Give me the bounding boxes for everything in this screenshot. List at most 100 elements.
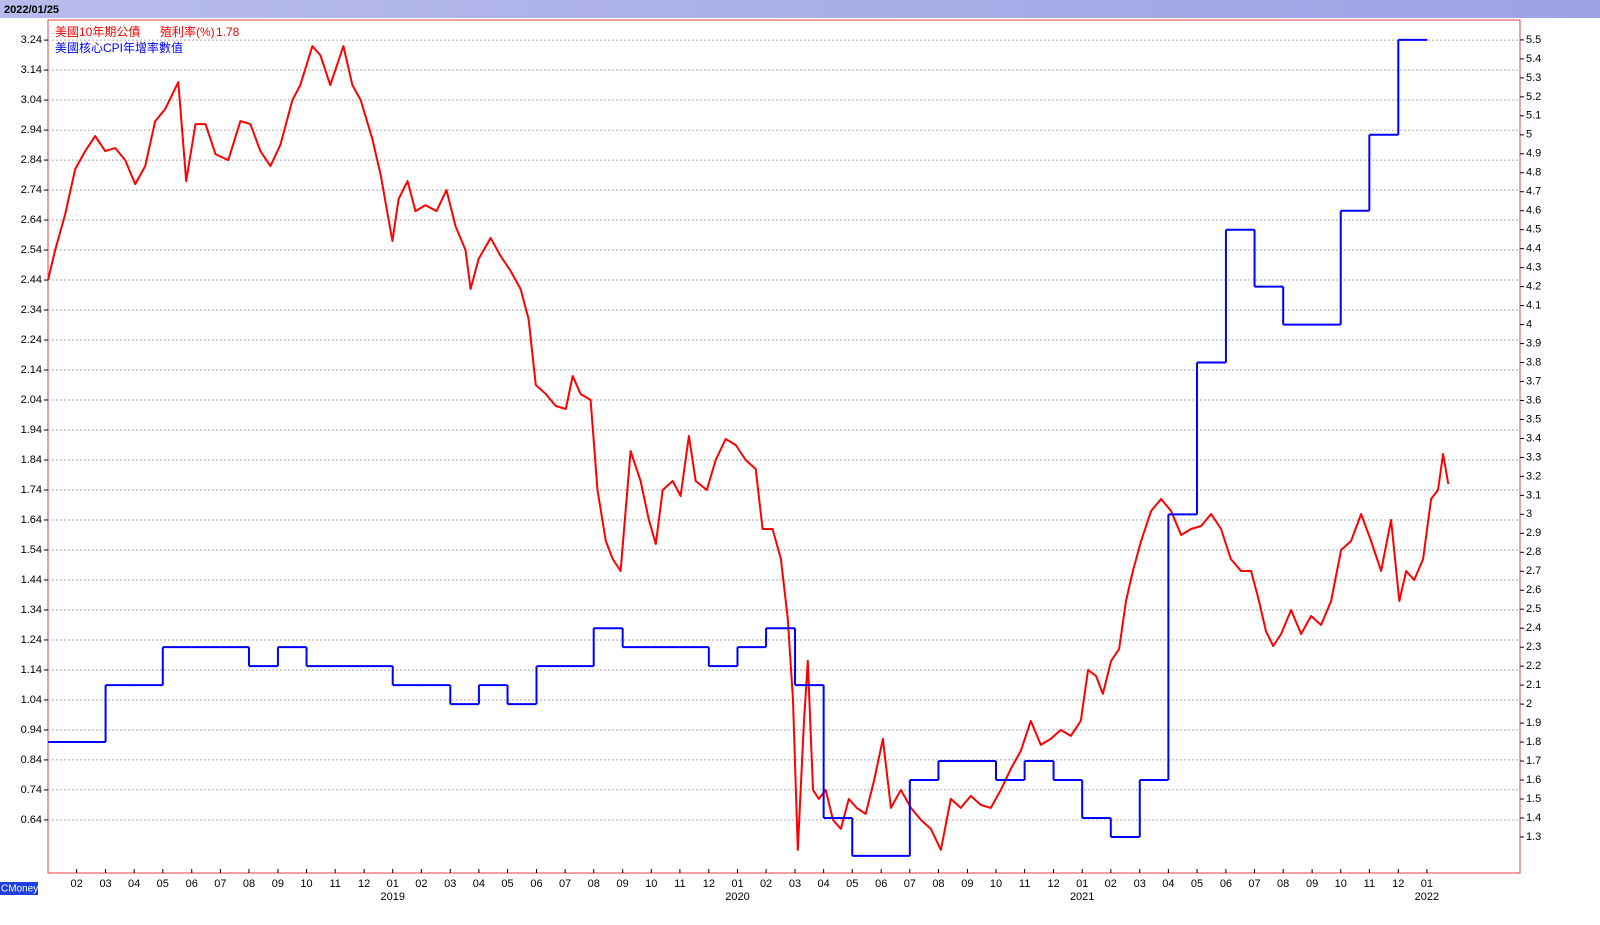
y2-tick-label: 3.2 xyxy=(1526,470,1541,482)
brand-box xyxy=(0,882,38,895)
y2-tick-label: 5.3 xyxy=(1526,72,1541,84)
x-tick-label: 12 xyxy=(703,878,715,890)
x-tick-label: 05 xyxy=(1191,878,1203,890)
x-tick-label: 10 xyxy=(645,878,657,890)
y2-tick-label: 4.9 xyxy=(1526,148,1541,160)
plot-frame xyxy=(47,19,1521,874)
x-tick-label: 11 xyxy=(329,878,340,890)
y2-tick-label: 2 xyxy=(1526,698,1532,710)
y2-tick-label: 1.3 xyxy=(1526,831,1541,843)
y-tick-label: 2.64 xyxy=(21,214,42,226)
x-year-label: 2019 xyxy=(380,891,404,903)
y2-tick-label: 2.9 xyxy=(1526,527,1541,539)
y2-tick-label: 5.4 xyxy=(1526,53,1541,65)
y-tick-label: 1.74 xyxy=(21,484,42,496)
y2-tick-label: 1.8 xyxy=(1526,736,1541,748)
y-tick-label: 2.94 xyxy=(21,124,42,136)
y2-tick-label: 5.1 xyxy=(1526,110,1541,122)
y-tick-label: 1.94 xyxy=(21,424,42,436)
y-tick-label: 3.04 xyxy=(21,94,42,106)
x-tick-label: 09 xyxy=(1306,878,1318,890)
x-tick-label: 05 xyxy=(157,878,169,890)
y2-tick-label: 2.1 xyxy=(1526,679,1541,691)
y2-tick-label: 4.6 xyxy=(1526,205,1541,217)
y2-tick-label: 3.4 xyxy=(1526,432,1541,444)
y2-tick-label: 4.5 xyxy=(1526,224,1541,236)
legend-value: 1.78 xyxy=(216,25,240,39)
header-bar xyxy=(0,0,1600,18)
x-tick-label: 01 xyxy=(731,878,743,890)
y-tick-label: 2.24 xyxy=(21,334,42,346)
y-tick-label: 2.84 xyxy=(21,154,42,166)
y2-tick-label: 4.2 xyxy=(1526,281,1541,293)
x-tick-label: 01 xyxy=(1421,878,1433,890)
x-tick-label: 10 xyxy=(990,878,1002,890)
legend: 美國10年期公債 殖利率(%) 1.78 美國核心CPI年增率 數值 xyxy=(55,24,240,55)
y-tick-label: 1.64 xyxy=(21,514,42,526)
x-tick-label: 07 xyxy=(904,878,916,890)
yield-line xyxy=(47,45,1450,851)
y2-tick-label: 4.7 xyxy=(1526,186,1541,198)
x-tick-label: 07 xyxy=(1248,878,1260,890)
y-tick-label: 1.04 xyxy=(21,694,42,706)
header-date: 2022/01/25 xyxy=(4,4,59,16)
x-tick-label: 05 xyxy=(501,878,513,890)
y2-tick-label: 1.7 xyxy=(1526,755,1541,767)
y-tick-label: 2.04 xyxy=(21,394,42,406)
y2-tick-label: 3.8 xyxy=(1526,356,1541,368)
x-tick-label: 02 xyxy=(70,878,82,890)
x-tick-label: 09 xyxy=(961,878,973,890)
y2-tick-label: 5.2 xyxy=(1526,91,1541,103)
y-tick-label: 2.44 xyxy=(21,274,42,286)
x-tick-label: 07 xyxy=(559,878,571,890)
y2-tick-label: 1.5 xyxy=(1526,793,1541,805)
y2-tick-label: 5.5 xyxy=(1526,34,1541,46)
y-tick-label: 2.54 xyxy=(21,244,42,256)
y2-tick-label: 3.3 xyxy=(1526,451,1541,463)
y2-tick-label: 1.4 xyxy=(1526,812,1541,824)
x-tick-label: 03 xyxy=(1134,878,1146,890)
y2-tick-label: 3.1 xyxy=(1526,489,1541,501)
legend-field: 數值 xyxy=(159,40,183,55)
y2-tick-label: 4.1 xyxy=(1526,300,1541,312)
x-tick-label: 06 xyxy=(186,878,198,890)
y2-tick-label: 2.2 xyxy=(1526,660,1541,672)
x-tick-label: 03 xyxy=(789,878,801,890)
x-year-label: 2021 xyxy=(1070,891,1094,903)
y2-tick-label: 2.6 xyxy=(1526,584,1541,596)
x-tick-label: 11 xyxy=(1364,878,1375,890)
y-tick-label: 1.54 xyxy=(21,544,42,556)
x-tick-label: 04 xyxy=(128,878,140,890)
x-tick-label: 09 xyxy=(617,878,629,890)
x-tick-label: 01 xyxy=(387,878,399,890)
x-tick-label: 08 xyxy=(932,878,944,890)
y-tick-label: 1.14 xyxy=(21,664,42,676)
x-tick-label: 08 xyxy=(1277,878,1289,890)
x-tick-label: 11 xyxy=(674,878,685,890)
y2-tick-label: 3 xyxy=(1526,508,1532,520)
y-tick-label: 1.84 xyxy=(21,454,42,466)
y-tick-label: 3.14 xyxy=(21,64,42,76)
x-tick-label: 12 xyxy=(358,878,370,890)
x-tick-label: 06 xyxy=(530,878,542,890)
y2-tick-label: 3.6 xyxy=(1526,394,1541,406)
y-tick-label: 2.74 xyxy=(21,184,42,196)
y-tick-label: 1.24 xyxy=(21,634,42,646)
y-tick-label: 1.34 xyxy=(21,604,42,616)
y2-tick-label: 3.5 xyxy=(1526,413,1541,425)
x-tick-label: 07 xyxy=(214,878,226,890)
x-tick-label: 08 xyxy=(588,878,600,890)
x-tick-label: 02 xyxy=(415,878,427,890)
x-tick-label: 02 xyxy=(1105,878,1117,890)
x-year-label: 2022 xyxy=(1415,891,1439,903)
brand: CMoney xyxy=(1,884,38,895)
x-tick-label: 03 xyxy=(444,878,456,890)
x-tick-label: 04 xyxy=(1162,878,1174,890)
x-tick-label: 02 xyxy=(760,878,772,890)
legend-name: 美國10年期公債 xyxy=(55,24,140,39)
y2-tick-label: 4.8 xyxy=(1526,167,1541,179)
legend-name: 美國核心CPI年增率 xyxy=(55,40,159,55)
x-year-label: 2020 xyxy=(725,891,749,903)
x-tick-label: 10 xyxy=(300,878,312,890)
